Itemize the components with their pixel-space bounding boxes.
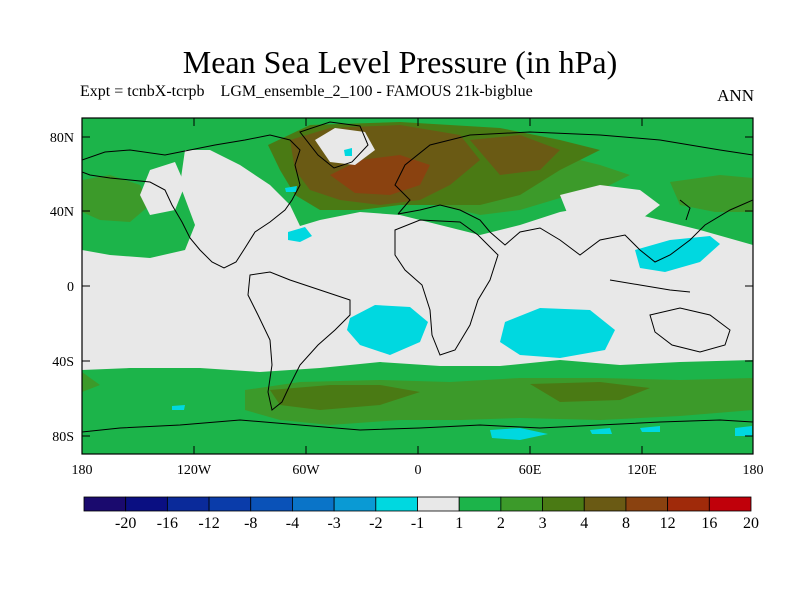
lon-label: 0 <box>415 463 422 478</box>
colorbar-swatch <box>166 496 210 512</box>
colorbar-swatch <box>667 496 710 512</box>
colorbar-label: 2 <box>497 515 505 532</box>
lat-label: 80S <box>52 430 74 445</box>
lon-label: 60E <box>519 463 542 478</box>
colorbar-label: -4 <box>286 515 299 532</box>
colorbar-label: 3 <box>539 515 547 532</box>
bering-negative <box>285 186 297 192</box>
colorbar-swatch <box>542 496 585 512</box>
colorbar-swatch <box>333 496 377 512</box>
colorbar-label: 16 <box>701 515 717 532</box>
north-america-coast <box>82 134 301 269</box>
lat-ticks <box>82 136 753 437</box>
colorbar-label: 12 <box>660 515 676 532</box>
greenland-patch <box>315 128 375 165</box>
page-title: Mean Sea Level Pressure (in hPa) <box>182 44 618 80</box>
south-pacific-negative <box>172 405 185 410</box>
indonesia-coast <box>609 279 691 293</box>
lon-label: 120W <box>177 463 212 478</box>
experiment-subtitle: Expt = tcnbX-tcrpb LGM_ensemble_2_100 - … <box>80 83 533 101</box>
siberia-patch <box>560 185 660 225</box>
colorbar-label: -2 <box>369 515 382 532</box>
antarctic-green <box>125 440 158 448</box>
coastlines <box>82 121 753 433</box>
season-label: ANN <box>717 86 754 105</box>
japan-coast <box>679 199 691 221</box>
south-america-coast <box>247 271 351 411</box>
southern-level-4 <box>270 382 650 410</box>
colorbar-swatch <box>250 496 293 512</box>
colorbar-label: -1 <box>411 515 424 532</box>
colorbar-label: -12 <box>198 515 219 532</box>
lat-label: 0 <box>67 280 74 295</box>
colorbar: -20 -16 -12 -8 -4 -3 -2 -1 1 2 3 4 8 12 16 20 <box>83 496 759 532</box>
colorbar-swatch <box>625 496 669 512</box>
antarctic-negative <box>490 426 752 440</box>
lon-label: 180 <box>743 463 764 478</box>
colorbar-label: 4 <box>580 515 588 532</box>
colorbar-swatch <box>208 496 252 512</box>
colorbar-swatch <box>83 496 127 512</box>
colorbar-swatch <box>292 496 335 512</box>
greenland-coast <box>299 121 369 169</box>
colorbar-label: 8 <box>622 515 630 532</box>
colorbar-swatch <box>375 496 418 512</box>
lon-label: 60W <box>292 463 320 478</box>
colorbar-swatch <box>125 496 168 512</box>
lat-label: 40N <box>50 205 74 220</box>
eurasia-coast <box>394 131 753 263</box>
south-indian-negative <box>500 308 615 358</box>
colorbar-label: -16 <box>157 515 178 532</box>
colorbar-label: 20 <box>743 515 759 532</box>
lat-label: 40S <box>52 355 74 370</box>
south-atlantic-negative <box>347 305 428 355</box>
run-label: LGM_ensemble_2_100 - FAMOUS 21k-bigblue <box>220 83 533 100</box>
australia-coast <box>649 307 731 353</box>
colorbar-swatch <box>583 496 627 512</box>
west-pacific-negative <box>635 236 720 272</box>
colorbar-label: -3 <box>327 515 340 532</box>
colorbar-swatch <box>458 496 502 512</box>
experiment-label: Expt = tcnbX-tcrpb <box>80 83 205 100</box>
colorbar-swatch <box>500 496 543 512</box>
colorbar-label: -8 <box>244 515 257 532</box>
colorbar-swatch <box>708 496 752 512</box>
lon-ticks <box>193 118 643 454</box>
antarctica-coast <box>82 419 753 433</box>
north-pacific-level-3 <box>82 175 150 222</box>
arctic-negative <box>344 148 352 156</box>
lon-label: 180 <box>72 463 93 478</box>
colorbar-label: -20 <box>115 515 136 532</box>
west-pacific-level-3 <box>670 175 753 212</box>
contour-field <box>82 118 753 454</box>
lon-label: 120E <box>627 463 657 478</box>
colorbar-label: 1 <box>455 515 463 532</box>
colorbar-swatch <box>417 496 460 512</box>
africa-coast <box>394 219 499 356</box>
lat-label: 80N <box>50 131 74 146</box>
north-atlantic-negative <box>288 227 312 242</box>
